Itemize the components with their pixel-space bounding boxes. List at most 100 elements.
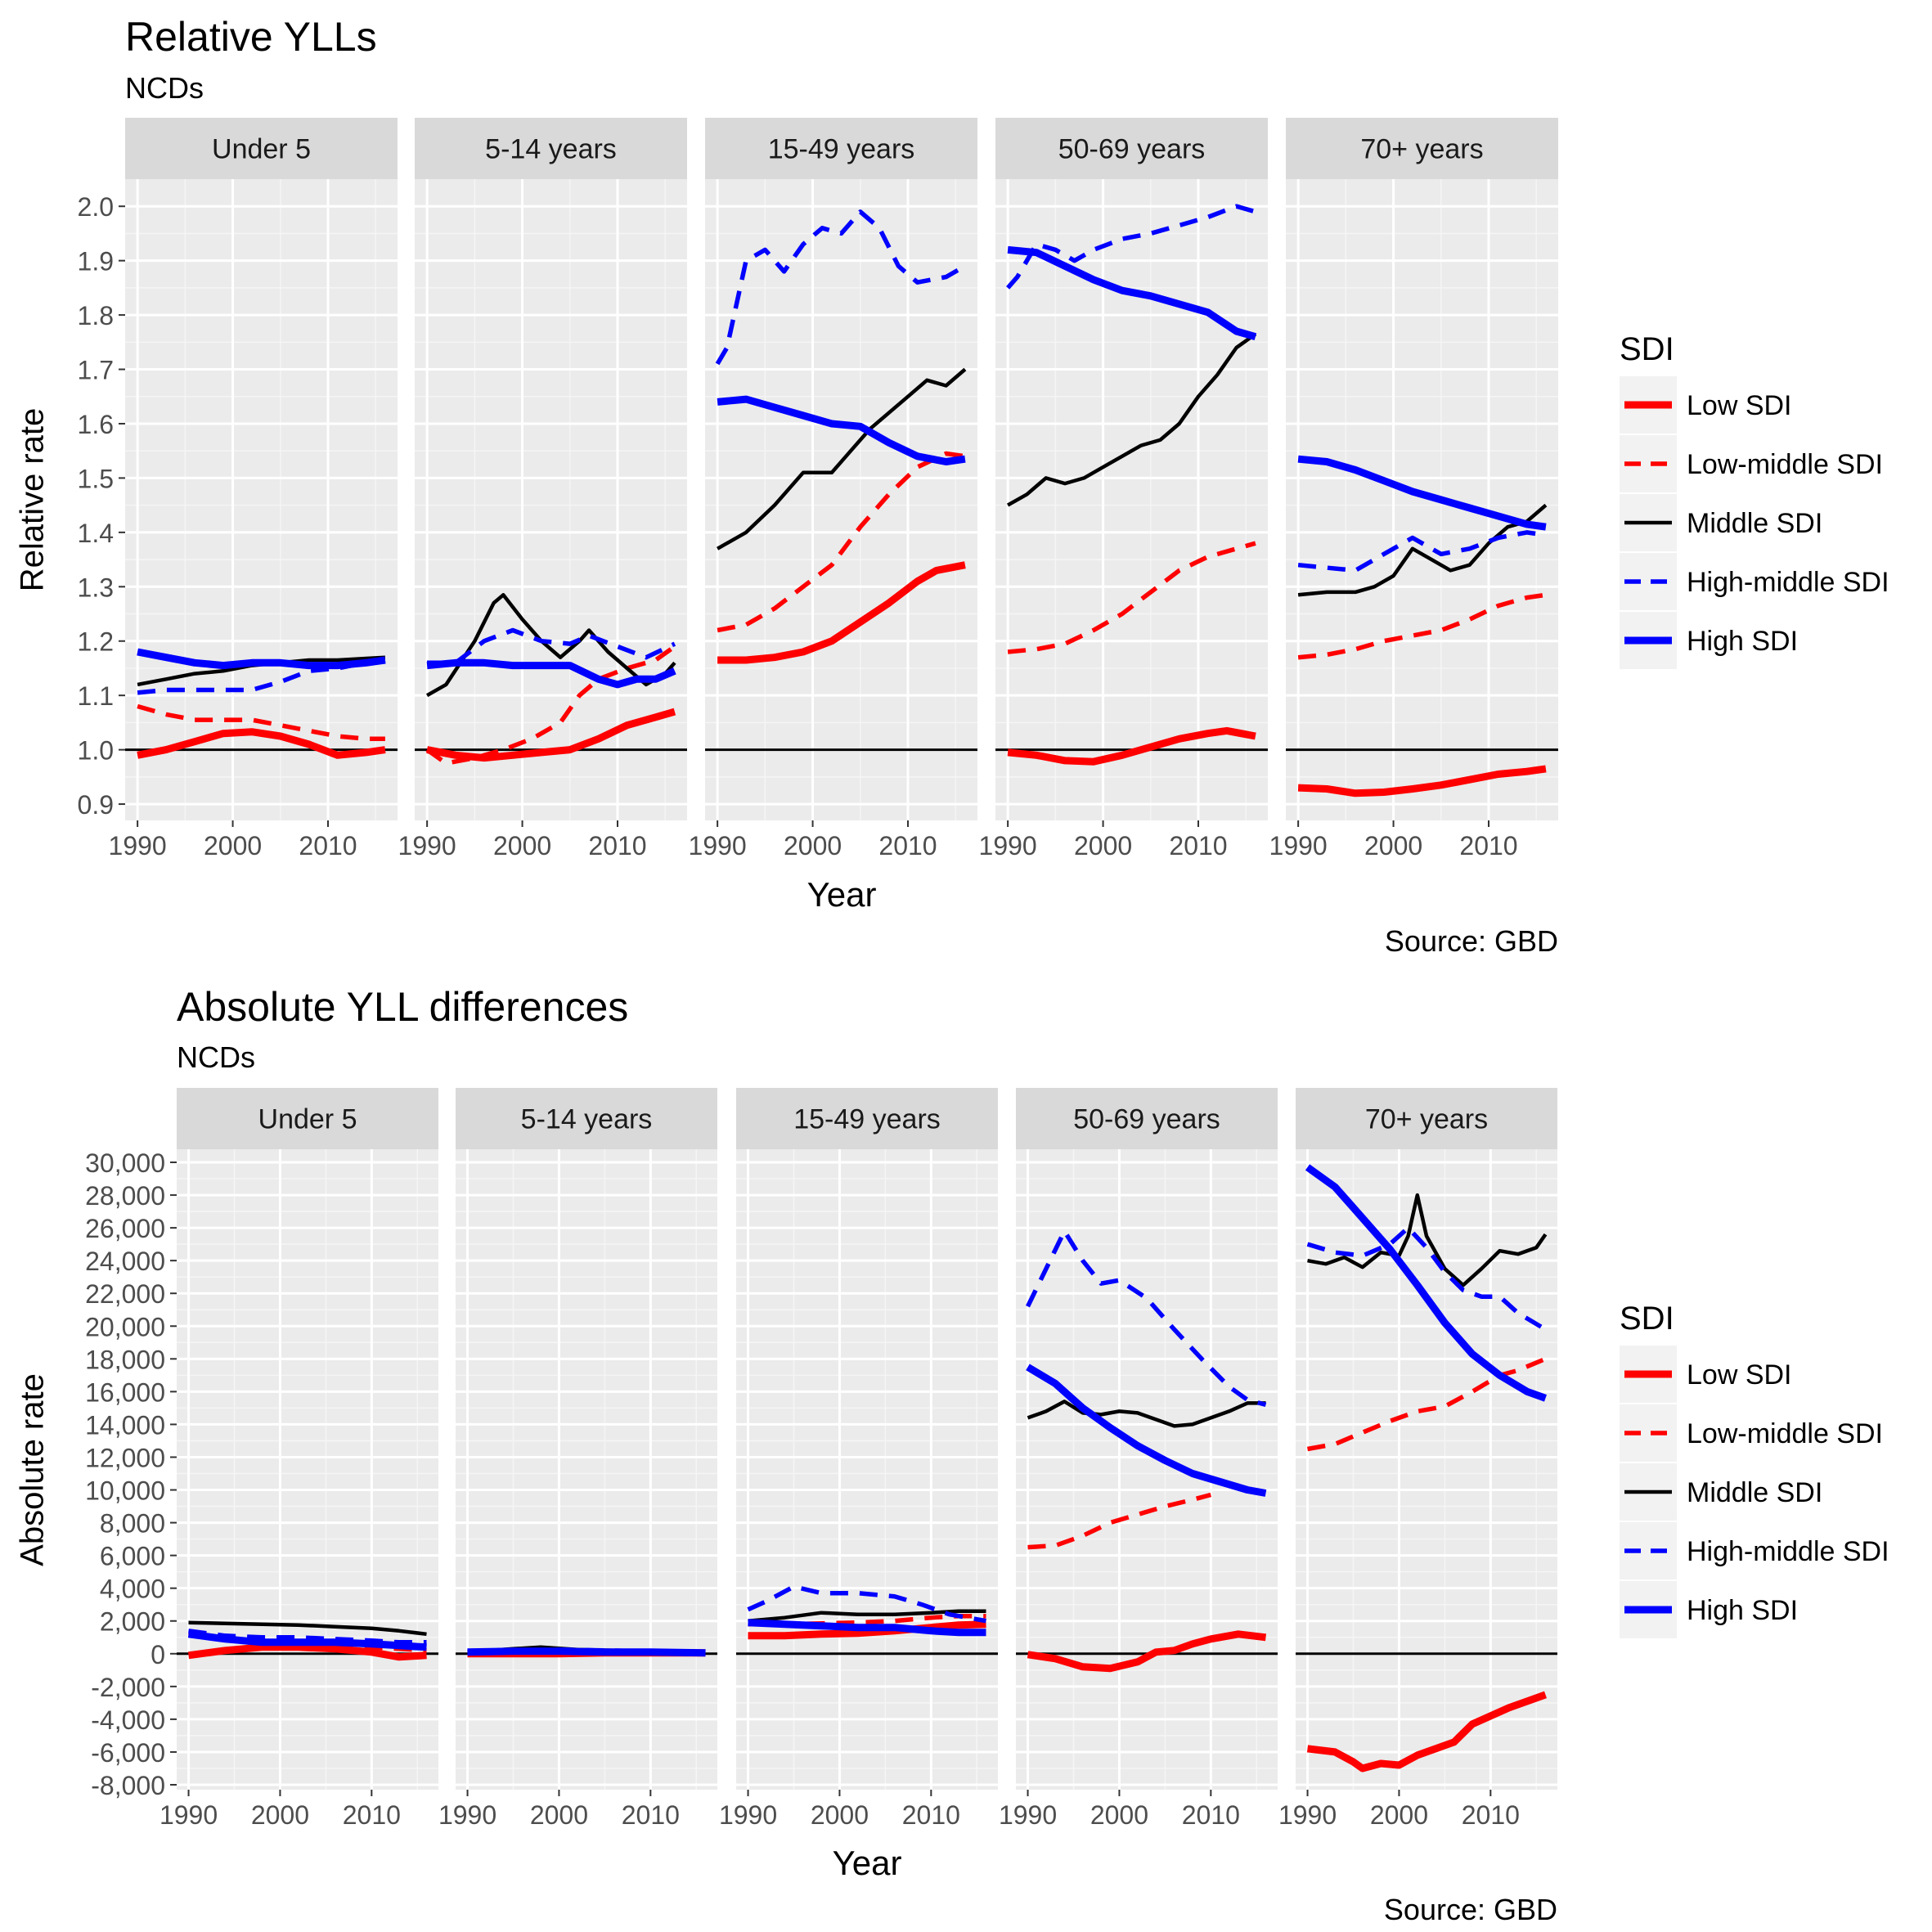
facet-50-69-years: 50-69 years 1990 2000 2010: [979, 118, 1268, 860]
x-tick-label: 1990: [438, 1800, 496, 1830]
facet-strip-label: 5-14 years: [521, 1104, 653, 1135]
legend-label: High SDI: [1687, 1595, 1798, 1626]
y-tick-label: 14,000: [85, 1410, 165, 1440]
x-tick-label: 2000: [1090, 1800, 1148, 1830]
series-line-high-sdi: [426, 658, 676, 689]
panel-background: [1016, 1149, 1278, 1790]
facet-under-5: Under 5 1990 2000 2010: [109, 118, 398, 860]
y-tick-label: 1.6: [78, 410, 114, 439]
y-tick-label: 1.4: [78, 519, 114, 548]
x-tick-label: 2000: [530, 1800, 588, 1830]
legend-label: High-middle SDI: [1687, 567, 1889, 598]
y-tick-label: 1.0: [78, 736, 114, 766]
legend-label: Low SDI: [1687, 1359, 1792, 1391]
panel-background: [125, 179, 398, 820]
legend: SDI Low SDI Low-middle SDI Middle SDI High-m…: [1620, 331, 1889, 669]
facet-strip-label: 50-69 years: [1058, 134, 1206, 165]
y-tick-label: 1.2: [78, 627, 114, 657]
x-tick-label: 2000: [1074, 831, 1132, 860]
facet-15-49-years: 15-49 years 1990 2000 2010: [719, 1088, 998, 1830]
y-tick-label: 30,000: [85, 1148, 165, 1178]
panel-background: [995, 179, 1268, 820]
facet-50-69-years: 50-69 years 1990 2000 2010: [999, 1088, 1278, 1830]
panel-background: [1286, 179, 1558, 820]
x-tick-label: 2010: [299, 831, 357, 860]
series-line-low-sdi: [1007, 726, 1256, 766]
series-line-high-middle-sdi: [427, 627, 676, 666]
y-tick-label: 18,000: [85, 1345, 165, 1374]
legend-entry-middle-sdi: Middle SDI: [1620, 494, 1822, 551]
x-tick-label: 2010: [902, 1800, 960, 1830]
y-tick-label: 1.5: [78, 464, 114, 493]
legend: SDI Low SDI Low-middle SDI Middle SDI High-m…: [1620, 1301, 1889, 1638]
y-tick-label: 12,000: [85, 1443, 165, 1472]
legend-label: High-middle SDI: [1687, 1536, 1889, 1567]
series-line-low-middle-sdi: [137, 703, 385, 742]
series-line-high-middle-sdi: [1026, 1229, 1267, 1408]
series-line-high-middle-sdi: [1297, 530, 1547, 573]
x-tick-label: 1990: [999, 1800, 1057, 1830]
series-line-low-sdi: [426, 708, 676, 762]
y-tick-label: 24,000: [85, 1247, 165, 1276]
facet-under-5: Under 5 1990 2000 2010: [160, 1088, 438, 1830]
legend-label: Low-middle SDI: [1687, 1418, 1883, 1449]
facet-70-years: 70+ years 1990 2000 2010: [1269, 118, 1558, 860]
legend-label: Middle SDI: [1687, 1477, 1822, 1508]
facet-strip-label: Under 5: [258, 1104, 357, 1135]
series-line-high-sdi: [137, 648, 386, 670]
chart-subtitle: NCDs: [125, 71, 204, 105]
x-axis-title: Year: [833, 1844, 902, 1882]
x-tick-label: 1990: [109, 831, 167, 860]
series-line-low-sdi: [1306, 1691, 1548, 1772]
y-tick-label: 2.0: [78, 192, 114, 222]
legend-entry-low-middle-sdi: Low-middle SDI: [1620, 1404, 1883, 1462]
series-line-high-sdi: [717, 395, 966, 465]
series-line-low-middle-sdi: [1027, 1492, 1212, 1550]
legend-entry-high-sdi: High SDI: [1620, 612, 1798, 669]
x-tick-label: 2010: [622, 1800, 680, 1830]
series-line-high-sdi: [1007, 245, 1257, 341]
x-tick-label: 1990: [689, 831, 747, 860]
y-tick-label: 26,000: [85, 1214, 165, 1243]
series-line-high-sdi: [467, 1647, 706, 1657]
series-line-middle-sdi: [1006, 332, 1257, 507]
y-axis-title: Absolute rate: [15, 1373, 51, 1566]
series-line-low-middle-sdi: [425, 645, 676, 766]
facet-70-years: 70+ years 1990 2000 2010: [1278, 1088, 1557, 1830]
x-tick-label: 1990: [1278, 1800, 1337, 1830]
series-line-middle-sdi: [748, 1609, 986, 1623]
x-tick-label: 2000: [204, 831, 262, 860]
legend-label: High SDI: [1687, 626, 1798, 657]
facet-strip: [705, 118, 977, 179]
panel-background: [415, 179, 687, 820]
panel-background: [177, 1149, 438, 1790]
legend-entry-high-middle-sdi: High-middle SDI: [1620, 1522, 1889, 1579]
x-tick-label: 2010: [1182, 1800, 1240, 1830]
y-tick-label: 16,000: [85, 1377, 165, 1407]
facet-strip: [415, 118, 687, 179]
legend-title: SDI: [1620, 1301, 1674, 1337]
y-tick-label: 0.9: [78, 790, 114, 820]
series-line-middle-sdi: [1297, 503, 1548, 597]
series-line-middle-sdi: [1027, 1400, 1266, 1428]
x-tick-label: 1990: [719, 1800, 777, 1830]
x-tick-label: 2010: [588, 831, 646, 860]
chart-title: Relative YLLs: [125, 14, 377, 60]
chart-subtitle: NCDs: [177, 1040, 255, 1074]
series-line-middle-sdi: [716, 367, 967, 550]
series-line-high-sdi: [1305, 1164, 1548, 1402]
legend-entry-low-sdi: Low SDI: [1620, 376, 1792, 434]
facet-5-14-years: 5-14 years 1990 2000 2010: [398, 118, 687, 860]
y-tick-label: 1.1: [78, 681, 114, 711]
legend-title: SDI: [1620, 331, 1674, 367]
y-tick-label: 8,000: [100, 1509, 165, 1539]
y-tick-label: -6,000: [91, 1738, 165, 1768]
series-line-high-sdi: [1026, 1364, 1267, 1497]
series-line-low-sdi: [717, 561, 966, 664]
chart-caption: Source: GBD: [1385, 924, 1558, 958]
facet-strip: [1286, 118, 1558, 179]
x-tick-label: 2010: [1169, 831, 1227, 860]
y-tick-label: 10,000: [85, 1476, 165, 1506]
y-axis-title: Relative rate: [15, 408, 51, 592]
legend-label: Low SDI: [1687, 390, 1792, 421]
